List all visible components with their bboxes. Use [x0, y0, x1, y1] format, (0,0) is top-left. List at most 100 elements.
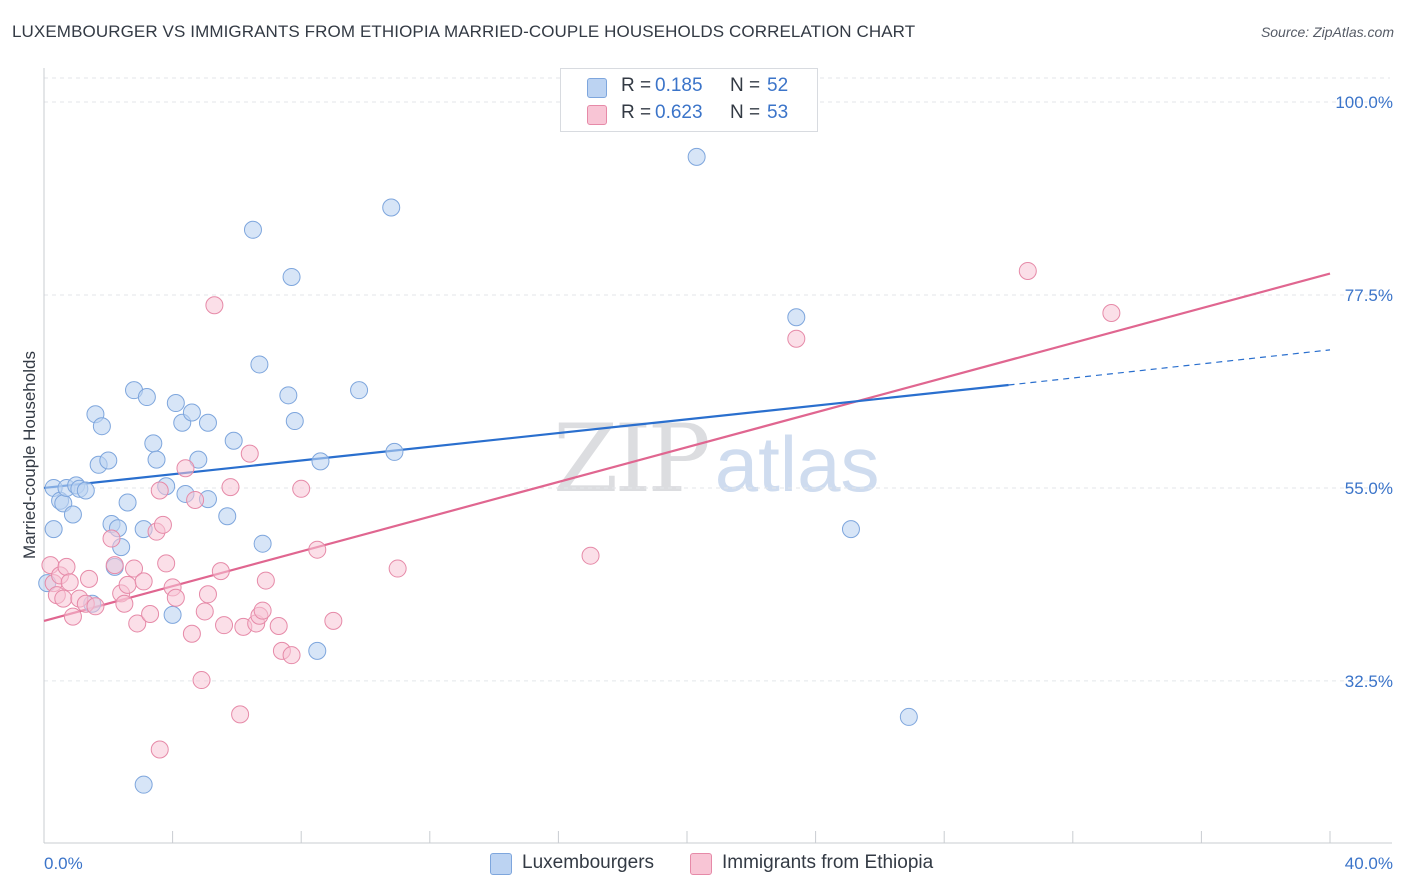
- y-tick-label: 55.0%: [1345, 479, 1393, 498]
- data-point-ethiopia: [157, 554, 176, 573]
- data-point-luxembourgers: [841, 520, 860, 539]
- data-point-luxembourgers: [118, 493, 137, 512]
- data-point-ethiopia: [211, 562, 230, 581]
- data-point-luxembourgers: [687, 147, 706, 166]
- bottom-legend-swatch-blue: [490, 853, 512, 875]
- data-point-ethiopia: [1102, 303, 1121, 322]
- data-point-ethiopia: [282, 646, 301, 665]
- legend-swatch-pink: [587, 105, 607, 125]
- bottom-legend-label: Immigrants from Ethiopia: [722, 852, 934, 873]
- data-point-luxembourgers: [166, 394, 185, 413]
- data-point-ethiopia: [205, 296, 224, 315]
- data-point-ethiopia: [134, 572, 153, 591]
- chart-source: Source: ZipAtlas.com: [1260, 24, 1394, 40]
- trend-lines: [43, 272, 1331, 622]
- legend-r-value: 0.623: [655, 102, 703, 123]
- data-point-luxembourgers: [76, 481, 95, 500]
- data-point-ethiopia: [118, 575, 137, 594]
- data-point-ethiopia: [240, 444, 259, 463]
- data-point-ethiopia: [102, 529, 121, 548]
- data-point-ethiopia: [324, 611, 343, 630]
- data-point-luxembourgers: [44, 520, 63, 539]
- data-point-ethiopia: [86, 597, 105, 616]
- data-point-ethiopia: [150, 481, 169, 500]
- legend-n-label: N =: [730, 102, 761, 123]
- data-point-luxembourgers: [382, 198, 401, 217]
- data-point-ethiopia: [150, 740, 169, 759]
- data-point-ethiopia: [166, 588, 185, 607]
- y-tick-label: 77.5%: [1345, 286, 1393, 305]
- data-point-ethiopia: [186, 490, 205, 509]
- legend-r-value: 0.185: [655, 75, 703, 96]
- axes: [43, 68, 1392, 844]
- data-point-luxembourgers: [163, 605, 182, 624]
- data-point-ethiopia: [787, 329, 806, 348]
- chart-title: LUXEMBOURGER VS IMMIGRANTS FROM ETHIOPIA…: [12, 22, 916, 41]
- data-point-ethiopia: [182, 624, 201, 643]
- data-point-luxembourgers: [787, 308, 806, 327]
- data-point-luxembourgers: [308, 641, 327, 660]
- legend-swatch-blue: [587, 78, 607, 98]
- data-point-luxembourgers: [899, 707, 918, 726]
- legend-n-value: 53: [767, 102, 789, 123]
- data-point-luxembourgers: [224, 431, 243, 450]
- data-point-luxembourgers: [134, 775, 153, 794]
- data-point-ethiopia: [54, 589, 73, 608]
- legend-n-label: N =: [730, 75, 761, 96]
- bottom-legend-label: Luxembourgers: [522, 852, 655, 873]
- data-point-ethiopia: [176, 459, 195, 478]
- data-point-luxembourgers: [279, 386, 298, 405]
- data-point-ethiopia: [292, 479, 311, 498]
- data-point-ethiopia: [105, 556, 124, 575]
- data-point-luxembourgers: [250, 355, 269, 374]
- data-point-luxembourgers: [282, 267, 301, 286]
- data-point-luxembourgers: [182, 403, 201, 422]
- data-point-ethiopia: [215, 616, 234, 635]
- data-point-ethiopia: [1018, 261, 1037, 280]
- tick-labels: 32.5% 55.0% 77.5% 100.0% 0.0% 40.0%: [44, 93, 1393, 873]
- data-point-ethiopia: [192, 671, 211, 690]
- trend-line-ethiopia: [43, 272, 1331, 622]
- data-point-ethiopia: [198, 585, 217, 604]
- data-point-ethiopia: [256, 571, 275, 590]
- x-tick-label: 40.0%: [1345, 854, 1393, 873]
- data-point-ethiopia: [221, 478, 240, 497]
- data-point-luxembourgers: [385, 442, 404, 461]
- data-point-ethiopia: [63, 607, 82, 626]
- data-point-luxembourgers: [253, 534, 272, 553]
- data-point-luxembourgers: [189, 450, 208, 469]
- data-point-ethiopia: [128, 614, 147, 633]
- data-point-ethiopia: [388, 559, 407, 578]
- data-point-ethiopia: [80, 569, 99, 588]
- data-point-ethiopia: [269, 617, 288, 636]
- legend-n-value: 52: [767, 75, 789, 96]
- series-luxembourgers: [38, 147, 918, 794]
- data-point-luxembourgers: [147, 450, 166, 469]
- y-tick-label: 32.5%: [1345, 672, 1393, 691]
- data-point-luxembourgers: [92, 417, 111, 436]
- legend-r-label: R =: [621, 75, 652, 96]
- data-point-ethiopia: [253, 601, 272, 620]
- data-point-luxembourgers: [63, 505, 82, 524]
- data-point-ethiopia: [581, 546, 600, 565]
- data-point-ethiopia: [231, 705, 250, 724]
- trend-line-luxembourgers: [43, 383, 1009, 490]
- series-ethiopia: [41, 261, 1121, 759]
- data-point-luxembourgers: [218, 507, 237, 526]
- data-point-ethiopia: [153, 515, 172, 534]
- data-point-luxembourgers: [137, 388, 156, 407]
- data-point-luxembourgers: [144, 434, 163, 453]
- data-point-luxembourgers: [198, 413, 217, 432]
- data-point-luxembourgers: [350, 381, 369, 400]
- data-point-ethiopia: [125, 559, 144, 578]
- trend-line-luxembourgers-extension: [1008, 349, 1331, 386]
- data-point-luxembourgers: [243, 220, 262, 239]
- y-tick-label: 100.0%: [1335, 93, 1393, 112]
- data-point-ethiopia: [195, 602, 214, 621]
- data-point-ethiopia: [60, 573, 79, 592]
- data-point-ethiopia: [115, 594, 134, 613]
- data-point-luxembourgers: [311, 452, 330, 471]
- data-point-luxembourgers: [99, 451, 118, 470]
- data-point-luxembourgers: [285, 412, 304, 431]
